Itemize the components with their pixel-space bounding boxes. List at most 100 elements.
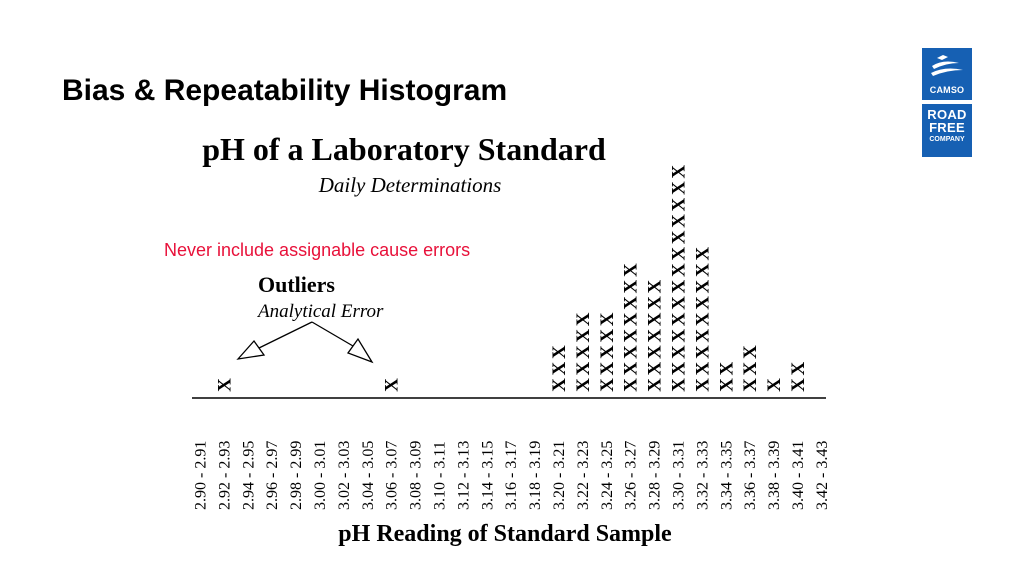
x-mark: X: [214, 378, 235, 392]
x-tick-label: 3.24 - 3.25: [599, 441, 616, 510]
x-mark: X: [573, 378, 594, 392]
x-mark: X: [669, 214, 690, 228]
outlier-arrow-left-shaft: [258, 321, 313, 349]
x-tick-label: 3.04 - 3.05: [360, 441, 377, 510]
x-tick-labels: 2.90 - 2.91 2.92 - 2.93 2.94 - 2.95 2.96 - …: [193, 441, 831, 510]
x-mark: X: [692, 279, 713, 293]
x-tick-label: 3.10 - 3.11: [432, 441, 449, 510]
x-mark: X: [597, 312, 618, 326]
x-mark: X: [669, 181, 690, 195]
outlier-arrow-left-head-icon: [236, 339, 266, 360]
x-tick-label: 3.34 - 3.35: [718, 441, 735, 510]
x-tick-label: 3.18 - 3.19: [527, 441, 544, 510]
x-mark: X: [573, 345, 594, 359]
x-mark: X: [621, 361, 642, 375]
x-mark: X: [669, 165, 690, 179]
x-mark: X: [692, 247, 713, 261]
x-mark: X: [740, 378, 761, 392]
x-tick-label: 2.92 - 2.93: [216, 441, 233, 510]
x-tick-label: 3.26 - 3.27: [623, 441, 640, 510]
x-mark: X: [669, 361, 690, 375]
x-tick-label: 3.16 - 3.17: [503, 441, 520, 510]
x-mark: X: [621, 312, 642, 326]
x-mark: X: [621, 378, 642, 392]
x-mark: X: [669, 312, 690, 326]
x-mark: X: [669, 197, 690, 211]
x-mark: X: [382, 378, 403, 392]
x-mark: X: [645, 296, 666, 310]
x-tick-label: 2.90 - 2.91: [193, 441, 210, 510]
x-mark: X: [692, 378, 713, 392]
x-tick-label: 3.08 - 3.09: [408, 441, 425, 510]
x-tick-label: 3.20 - 3.21: [551, 441, 568, 510]
x-mark: X: [692, 263, 713, 277]
x-mark: X: [645, 361, 666, 375]
analytical-error-label: Analytical Error: [256, 301, 384, 322]
road-free-logo: ROAD FREE COMPANY: [922, 104, 972, 157]
camso-logo-mark-icon: [931, 55, 963, 76]
outlier-arrow-right-head-icon: [346, 337, 374, 364]
assignable-cause-note: Never include assignable cause errors: [164, 240, 470, 260]
road-free-logo-line2: FREE: [929, 120, 965, 135]
x-mark: X: [573, 329, 594, 343]
x-mark: X: [549, 378, 570, 392]
x-mark: X: [669, 279, 690, 293]
x-mark: X: [692, 345, 713, 359]
x-mark: X: [669, 263, 690, 277]
x-mark: X: [597, 329, 618, 343]
x-mark: X: [597, 361, 618, 375]
x-mark: X: [669, 296, 690, 310]
camso-logo: CAMSO: [922, 48, 972, 100]
x-tick-label: 3.14 - 3.15: [479, 441, 496, 510]
x-tick-label: 3.30 - 3.31: [671, 441, 688, 510]
x-mark: X: [669, 329, 690, 343]
x-mark: X: [692, 296, 713, 310]
slide-title: Bias & Repeatability Histogram: [62, 74, 508, 107]
x-mark: X: [740, 361, 761, 375]
x-tick-label: 3.40 - 3.41: [790, 441, 807, 510]
x-mark: X: [597, 378, 618, 392]
x-mark: X: [716, 361, 737, 375]
camso-logo-text: CAMSO: [929, 85, 965, 95]
x-tick-label: 3.06 - 3.07: [384, 441, 401, 510]
x-mark: X: [621, 296, 642, 310]
x-mark: X: [621, 329, 642, 343]
x-mark: X: [788, 378, 809, 392]
x-mark: X: [597, 345, 618, 359]
x-tick-label: 3.22 - 3.23: [575, 441, 592, 510]
x-tick-label: 3.12 - 3.13: [455, 441, 472, 510]
x-tick-label: 2.98 - 2.99: [288, 441, 305, 510]
x-mark: X: [669, 230, 690, 244]
x-mark: X: [692, 312, 713, 326]
x-mark: X: [669, 378, 690, 392]
x-mark: X: [621, 279, 642, 293]
x-mark: X: [764, 378, 785, 392]
x-mark: X: [549, 345, 570, 359]
x-tick-label: 3.02 - 3.03: [336, 441, 353, 510]
x-mark: X: [669, 247, 690, 261]
x-mark: X: [645, 345, 666, 359]
x-tick-label: 3.32 - 3.33: [694, 441, 711, 510]
x-tick-label: 3.42 - 3.43: [814, 441, 831, 510]
x-mark: X: [573, 361, 594, 375]
x-mark: X: [788, 361, 809, 375]
x-mark: X: [692, 361, 713, 375]
x-mark: X: [645, 312, 666, 326]
chart-marks: X X XXXXXXXXXXXXXXXXXXXXXXXXXXXXXXXXXXXXXX…: [214, 165, 809, 392]
x-mark: X: [692, 329, 713, 343]
x-mark: X: [645, 279, 666, 293]
x-mark: X: [740, 345, 761, 359]
x-mark: X: [573, 312, 594, 326]
outlier-arrow-right-shaft: [311, 321, 354, 347]
x-tick-label: 3.28 - 3.29: [647, 441, 664, 510]
road-free-logo-line1: ROAD: [927, 107, 967, 122]
x-tick-label: 3.36 - 3.37: [742, 441, 759, 510]
x-axis-label: pH Reading of Standard Sample: [338, 521, 672, 547]
x-mark: X: [716, 378, 737, 392]
x-tick-label: 2.94 - 2.95: [240, 441, 257, 510]
x-tick-label: 2.96 - 2.97: [264, 441, 281, 510]
chart-title: pH of a Laboratory Standard: [202, 131, 606, 167]
x-mark: X: [645, 329, 666, 343]
x-mark: X: [645, 378, 666, 392]
road-free-logo-line3: COMPANY: [929, 136, 965, 143]
